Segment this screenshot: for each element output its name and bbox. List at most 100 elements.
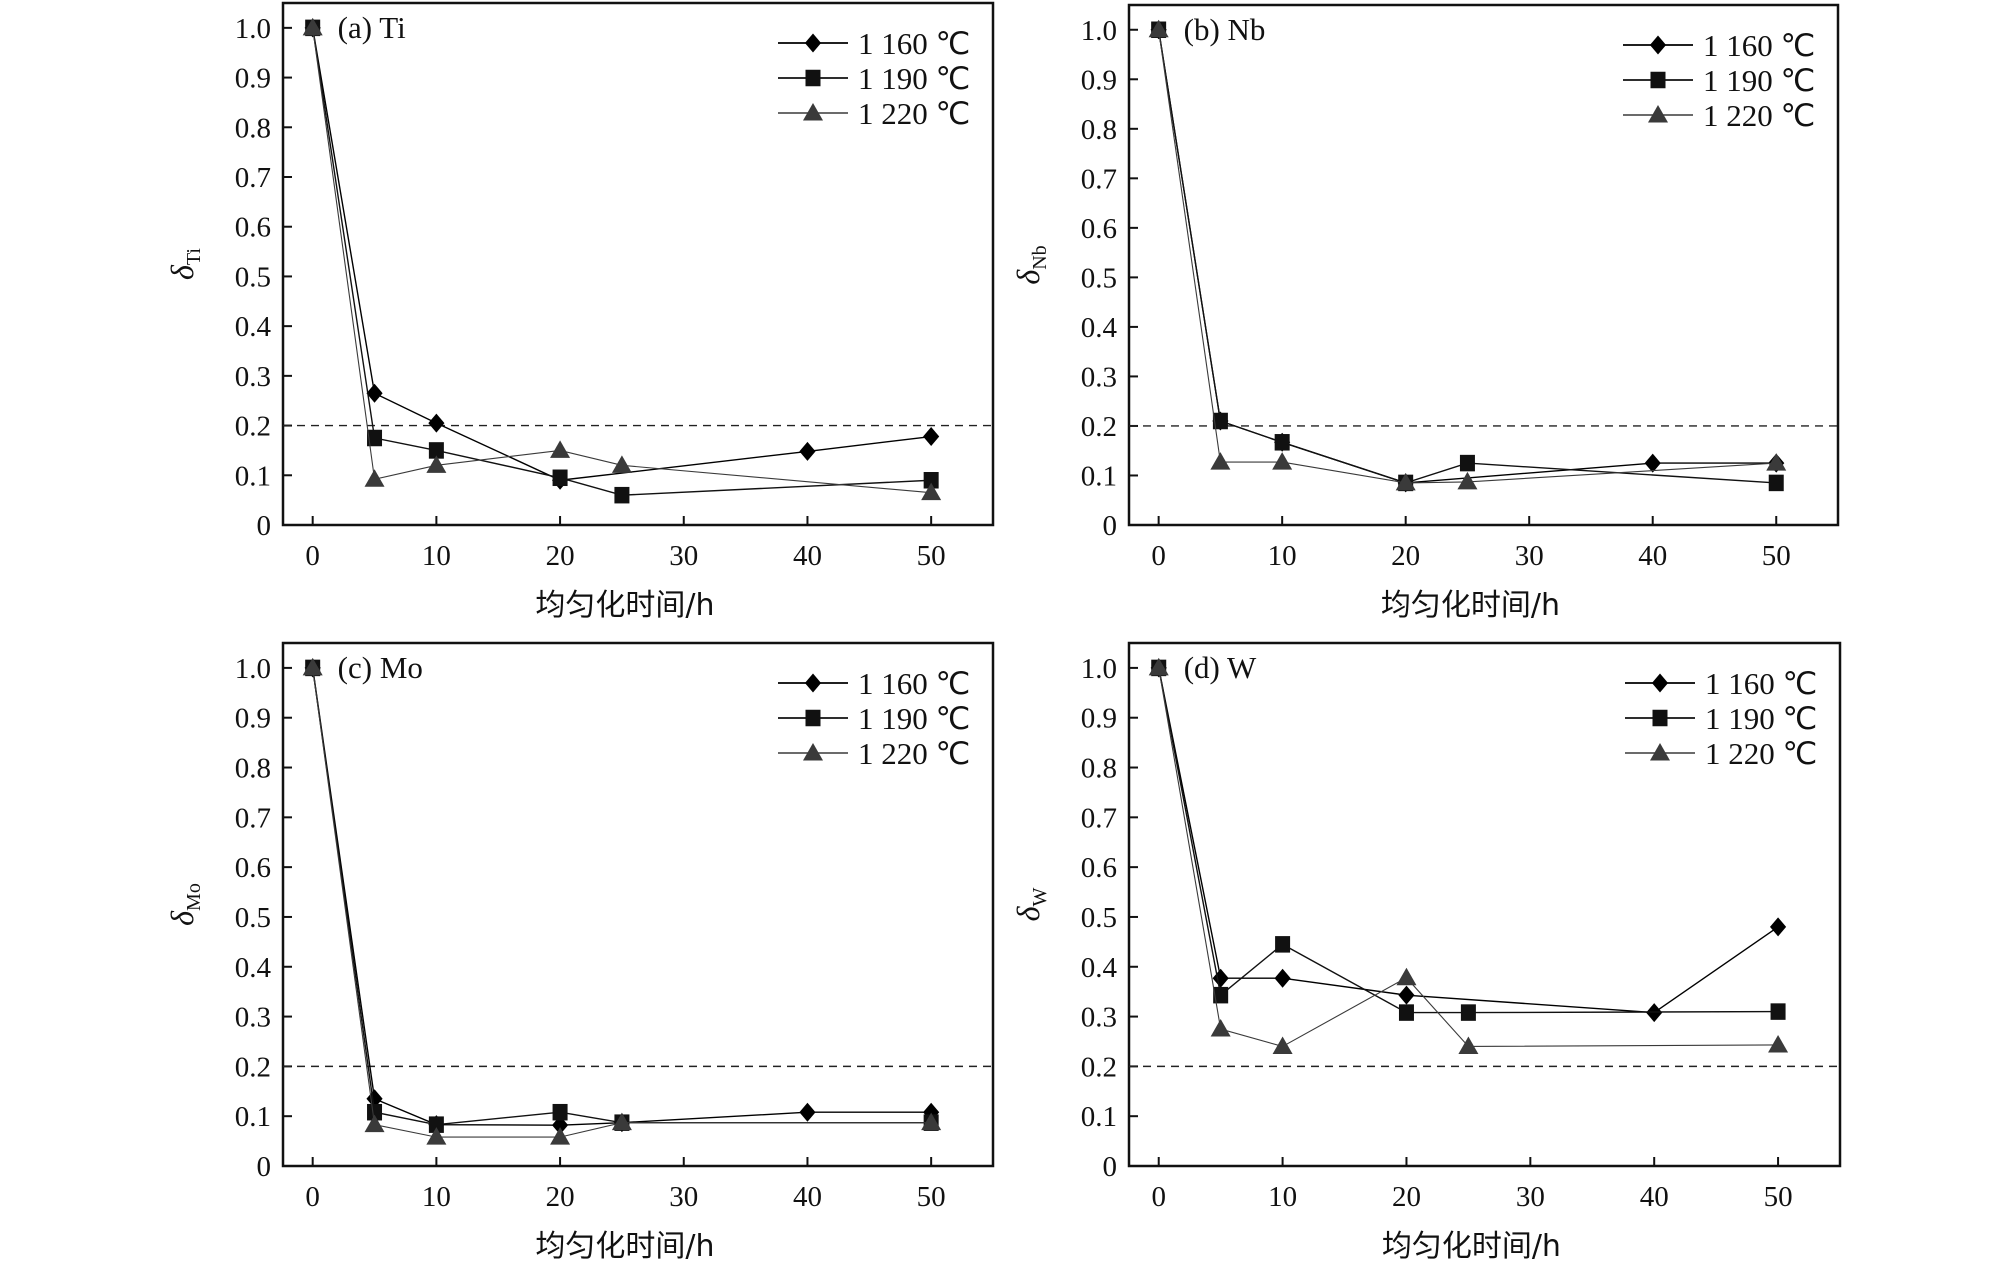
data-point [1458, 1036, 1479, 1054]
legend-marker [1651, 673, 1669, 693]
data-point [551, 1115, 569, 1135]
panel-a-ti: 0 0.1 0.2 0.3 0.4 0.5 0.6 0.7 0.8 0.9 1.0 0 10 20 30 40… [164, 1, 995, 623]
legend-label: 1 220 ℃ [1705, 736, 1817, 771]
y-tick-label: 0.6 [235, 212, 271, 244]
data-point [1212, 412, 1228, 430]
data-point [1395, 472, 1416, 491]
panel-c-mo: 0 0.1 0.2 0.3 0.4 0.5 0.6 0.7 0.8 0.9 1.0 0 10 20 30 40… [164, 641, 995, 1264]
x-axis-title: 均匀化时间/h [1381, 588, 1560, 623]
data-point [1210, 1019, 1231, 1037]
series-1190 [305, 19, 939, 504]
y-tick-label: 0.1 [1081, 460, 1117, 492]
data-point [1768, 1034, 1789, 1053]
y-axis-subscript: W [1029, 888, 1051, 907]
series-1190 [305, 659, 939, 1133]
y-tick-label: 0.5 [235, 902, 271, 934]
data-point [1766, 453, 1787, 471]
y-axis-subscript: Mo [183, 883, 205, 911]
series-line [1158, 667, 1779, 1014]
legend-label: 1 220 ℃ [858, 736, 970, 771]
series-1190 [1151, 659, 1786, 1021]
data-point [1770, 1003, 1786, 1020]
x-tick-label: 10 [1268, 1181, 1297, 1213]
y-tick-label: 0 [1103, 510, 1118, 542]
y-tick-label: 0.3 [235, 1002, 271, 1034]
data-point [426, 1127, 447, 1145]
x-tick-label: 30 [1515, 540, 1544, 572]
series-line [1157, 29, 1777, 484]
y-tick-label: 0.2 [235, 1051, 271, 1083]
panel-label: (d) W [1184, 650, 1257, 685]
y-axis-symbol: δ [164, 910, 200, 926]
legend-label: 1 220 ℃ [858, 96, 970, 131]
legend-item: 1 160 ℃ [778, 666, 970, 701]
y-tick-label: 0.3 [235, 361, 271, 393]
series-line [1158, 29, 1777, 484]
y-axis-symbol: δ [1010, 269, 1046, 285]
data-point [366, 383, 383, 403]
series-line [1158, 667, 1779, 1048]
x-tick-label: 0 [1151, 540, 1166, 572]
legend-label: 1 190 ℃ [858, 701, 970, 736]
data-point [428, 442, 444, 459]
legend-marker [803, 743, 823, 761]
panel-label: (b) Nb [1184, 12, 1266, 47]
data-point [1768, 474, 1784, 492]
y-tick-label: 0.8 [235, 753, 271, 785]
data-point [552, 469, 568, 487]
y-tick-label: 1.0 [235, 13, 271, 45]
y-tick-label: 0.9 [1081, 703, 1117, 735]
y-tick-label: 0.4 [1081, 952, 1118, 984]
legend: 1 160 ℃1 190 ℃1 220 ℃ [1625, 666, 1817, 771]
data-point [799, 441, 816, 461]
data-point [1212, 968, 1229, 988]
x-tick-label: 0 [1151, 1181, 1166, 1213]
series-line [311, 27, 932, 496]
legend-marker [1649, 35, 1667, 55]
data-point [1210, 452, 1231, 470]
y-tick-label: 0.4 [1081, 312, 1118, 344]
y-tick-label: 1.0 [235, 653, 271, 685]
data-point [1274, 434, 1290, 451]
data-point [302, 17, 323, 36]
y-axis-subscript: Nb [1029, 245, 1051, 269]
data-point [1213, 986, 1229, 1004]
legend-item: 1 190 ℃ [778, 61, 970, 96]
data-point [1459, 454, 1475, 472]
data-point [302, 657, 323, 676]
y-tick-label: 0.6 [235, 852, 271, 884]
series-1160 [1150, 658, 1787, 1023]
panel-label: (a) Ti [338, 10, 406, 45]
data-point [921, 1112, 942, 1131]
legend-marker [1648, 105, 1668, 123]
data-point [1272, 1036, 1293, 1054]
y-tick-label: 0.5 [1081, 902, 1117, 934]
x-tick-label: 40 [793, 540, 822, 572]
y-axis-subscript: Ti [183, 248, 205, 266]
data-point [364, 469, 385, 487]
legend-label: 1 160 ℃ [1703, 28, 1815, 63]
series-1160 [304, 658, 940, 1135]
legend-marker [1650, 743, 1670, 761]
x-tick-label: 40 [1640, 1181, 1669, 1213]
data-point [611, 1112, 632, 1131]
data-point [1398, 1004, 1414, 1021]
x-tick-label: 20 [1392, 1181, 1421, 1213]
series-line [1158, 667, 1779, 1014]
x-tick-label: 50 [1762, 540, 1791, 572]
y-axis-title: δW [1010, 888, 1051, 922]
y-tick-label: 0.6 [1081, 852, 1117, 884]
y-axis-title: δMo [164, 883, 205, 926]
y-tick-label: 0.8 [235, 112, 271, 144]
data-point [1275, 936, 1291, 953]
legend-item: 1 220 ℃ [1623, 98, 1815, 133]
legend-item: 1 160 ℃ [1623, 28, 1815, 63]
data-point [614, 486, 630, 504]
legend-label: 1 160 ℃ [858, 666, 970, 701]
x-tick-label: 20 [546, 1181, 575, 1213]
legend-label: 1 190 ℃ [858, 61, 970, 96]
x-axis-title: 均匀化时间/h [535, 1229, 714, 1264]
y-axis-title: δNb [1010, 245, 1051, 284]
y-tick-label: 0.9 [235, 703, 271, 735]
legend-item: 1 220 ℃ [778, 96, 970, 131]
